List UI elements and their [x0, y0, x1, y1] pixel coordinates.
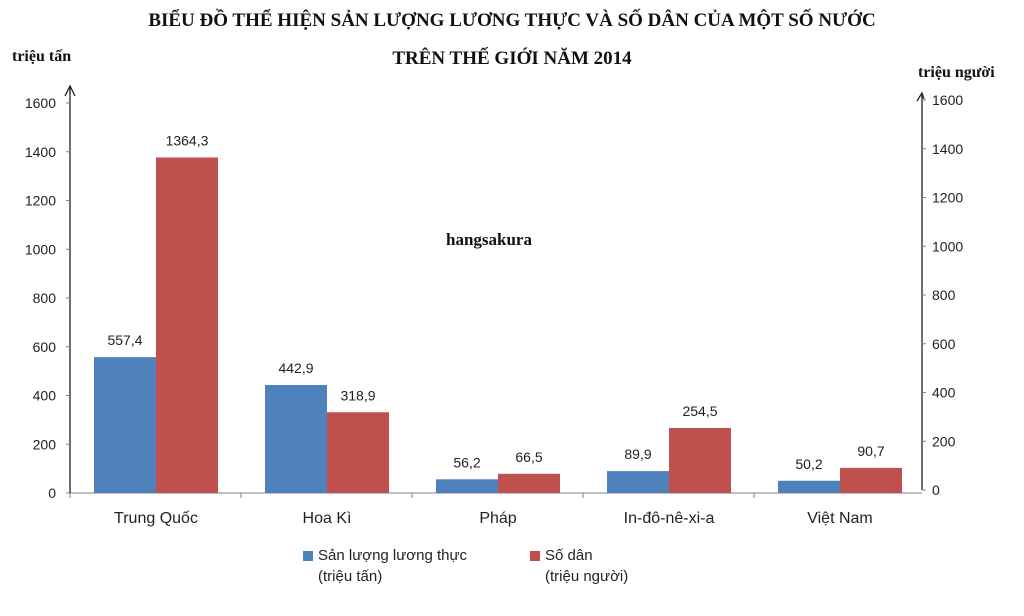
legend-swatch-production: [303, 551, 313, 561]
bar-food-production: [94, 357, 156, 493]
right-tick-label: 1600: [932, 92, 963, 108]
left-tick-label: 1000: [25, 241, 56, 257]
left-tick-label: 400: [33, 388, 57, 404]
data-label-food-production: 557,4: [107, 332, 142, 348]
right-tick-label: 1000: [932, 238, 963, 254]
left-tick-label: 0: [48, 485, 56, 501]
legend-swatch-population: [530, 551, 540, 561]
data-label-food-production: 442,9: [278, 360, 313, 376]
bar-population: [327, 412, 389, 493]
right-tick-label: 1400: [932, 141, 963, 157]
data-label-population: 1364,3: [166, 132, 209, 148]
right-axis-arrow: [916, 91, 925, 102]
category-label: Trung Quốc: [114, 510, 198, 527]
right-tick-label: 0: [932, 482, 940, 498]
right-tick-label: 1200: [932, 190, 963, 206]
legend-sublabel-production: (triệu tấn): [318, 568, 383, 585]
bar-population: [498, 473, 560, 493]
left-axis-arrow: [64, 84, 76, 97]
legend-sublabel-population: (triệu người): [545, 568, 629, 585]
data-label-food-production: 89,9: [624, 446, 651, 462]
left-tick-label: 1400: [25, 144, 56, 160]
bar-food-production: [607, 471, 669, 493]
left-tick-label: 800: [33, 290, 57, 306]
data-label-food-production: 50,2: [795, 456, 822, 472]
right-tick-label: 400: [932, 385, 956, 401]
bar-food-production: [436, 479, 498, 493]
legend-label-production: Sản lượng lương thực: [318, 547, 468, 564]
data-label-population: 66,5: [515, 449, 542, 465]
category-label: Pháp: [479, 510, 516, 527]
legend-item-production: Sản lượng lương thực (triệu tấn): [303, 545, 467, 587]
data-label-population: 90,7: [857, 443, 884, 459]
bar-population: [840, 467, 902, 493]
bar-chart: 0 200 400 600 800 1000 1200 1400 1600 0 200 400 600 8…: [25, 84, 963, 527]
legend-label-population: Số dân: [545, 547, 593, 564]
bar-population: [156, 157, 218, 493]
left-tick-label: 1200: [25, 193, 56, 209]
right-axis-unit: triệu người: [918, 64, 995, 81]
watermark-text: hangsakura: [446, 230, 532, 249]
legend-item-population: Số dân (triệu người): [530, 545, 628, 587]
chart-title-line1: BIỂU ĐỒ THỂ HIỆN SẢN LƯỢNG LƯƠNG THỰC VÀ…: [148, 10, 876, 31]
bar-food-production: [265, 385, 327, 493]
data-label-population: 318,9: [340, 387, 375, 403]
data-label-population: 254,5: [682, 403, 717, 419]
right-tick-label: 200: [932, 433, 956, 449]
category-label: Việt Nam: [807, 510, 873, 527]
left-tick-label: 1600: [25, 95, 56, 111]
category-label: Hoa Kì: [303, 510, 352, 527]
category-label: In-đô-nê-xi-a: [624, 510, 715, 527]
right-tick-label: 600: [932, 336, 956, 352]
left-tick-label: 200: [33, 436, 57, 452]
chart-title-line2: TRÊN THẾ GIỚI NĂM 2014: [392, 48, 632, 69]
left-tick-label: 600: [33, 339, 57, 355]
bar-food-production: [778, 480, 840, 493]
bar-population: [669, 427, 731, 493]
data-label-food-production: 56,2: [453, 454, 480, 470]
left-axis-unit: triệu tấn: [12, 48, 72, 65]
right-tick-label: 800: [932, 287, 956, 303]
